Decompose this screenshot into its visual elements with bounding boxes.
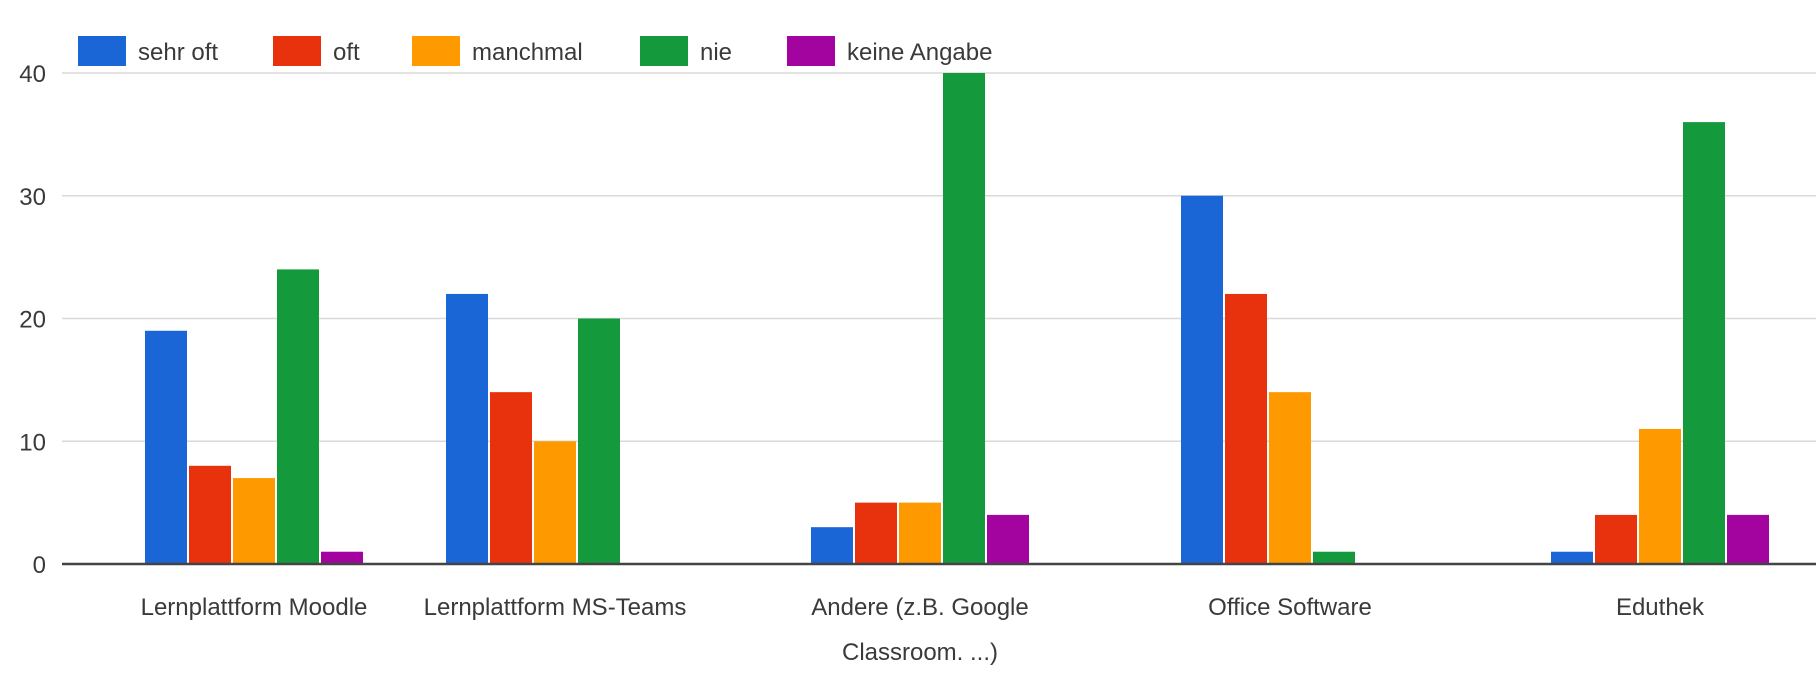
legend-label: nie xyxy=(700,39,732,66)
legend-swatch xyxy=(412,36,460,66)
bar-keine-Angabe-2 xyxy=(987,514,1029,564)
bar-manchmal-4 xyxy=(1639,428,1681,564)
bar-nie-0 xyxy=(277,269,319,564)
legend-label: sehr oft xyxy=(138,39,218,66)
legend-label: keine Angabe xyxy=(847,39,992,66)
y-axis-ticks: 0 10 20 30 40 xyxy=(19,61,46,579)
legend-swatch xyxy=(640,36,688,66)
legend-label: oft xyxy=(333,39,360,66)
bar-sehr-oft-4 xyxy=(1551,551,1593,564)
bar-sehr-oft-0 xyxy=(145,330,187,564)
bars xyxy=(145,73,1769,564)
legend: sehr oft oft manchmal nie keine Angabe xyxy=(78,36,992,66)
bar-oft-3 xyxy=(1225,293,1267,564)
y-tick-label: 0 xyxy=(33,552,46,579)
y-tick-label: 40 xyxy=(19,61,46,88)
x-axis-category-labels: Lernplattform Moodle Lernplattform MS-Tea… xyxy=(141,594,1705,666)
bar-keine-Angabe-4 xyxy=(1727,514,1769,564)
bar-oft-2 xyxy=(855,502,897,564)
legend-swatch xyxy=(273,36,321,66)
bar-nie-1 xyxy=(578,318,620,564)
bar-oft-0 xyxy=(189,465,231,564)
x-category-label: Office Software xyxy=(1208,594,1372,621)
x-category-label: Eduthek xyxy=(1616,594,1705,621)
x-category-label: Classroom. ...) xyxy=(842,639,998,666)
x-category-label: Lernplattform MS-Teams xyxy=(424,594,687,621)
bar-sehr-oft-1 xyxy=(446,293,488,564)
legend-label: manchmal xyxy=(472,39,583,66)
x-category-label: Lernplattform Moodle xyxy=(141,594,368,621)
bar-nie-4 xyxy=(1683,122,1725,564)
bar-oft-1 xyxy=(490,392,532,564)
bar-sehr-oft-2 xyxy=(811,527,853,564)
bar-manchmal-0 xyxy=(233,478,275,564)
bar-manchmal-2 xyxy=(899,502,941,564)
y-tick-label: 20 xyxy=(19,307,46,334)
x-category-label: Andere (z.B. Google xyxy=(811,594,1028,621)
legend-swatch xyxy=(787,36,835,66)
y-tick-label: 30 xyxy=(19,184,46,211)
bar-nie-3 xyxy=(1313,551,1355,564)
legend-swatch xyxy=(78,36,126,66)
bar-manchmal-1 xyxy=(534,441,576,564)
y-tick-label: 10 xyxy=(19,429,46,456)
gridlines xyxy=(62,72,1816,442)
bar-manchmal-3 xyxy=(1269,392,1311,564)
bar-nie-2 xyxy=(943,73,985,564)
bar-sehr-oft-3 xyxy=(1181,195,1223,564)
bar-oft-4 xyxy=(1595,514,1637,564)
bar-keine-Angabe-0 xyxy=(321,551,363,564)
